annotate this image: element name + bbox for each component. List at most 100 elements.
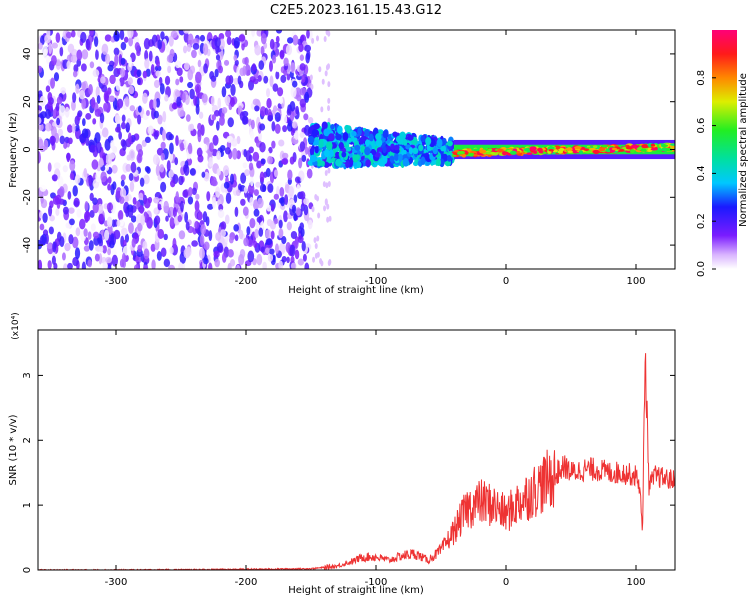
noise-speckle — [327, 81, 331, 88]
noise-speckle — [218, 32, 225, 41]
noise-speckle — [66, 152, 71, 163]
line-speckle — [496, 148, 504, 153]
noise-speckle — [255, 181, 261, 188]
noise-speckle — [118, 131, 122, 140]
noise-speckle — [129, 105, 136, 112]
noise-speckle — [202, 43, 209, 56]
noise-speckle — [151, 259, 156, 269]
noise-speckle — [271, 140, 276, 149]
noise-speckle — [268, 60, 273, 72]
noise-speckle — [163, 233, 168, 241]
line-speckle — [566, 147, 573, 152]
noise-speckle — [87, 259, 93, 268]
noise-speckle — [278, 228, 284, 239]
noise-speckle — [162, 110, 167, 123]
snr-frame — [37, 329, 676, 571]
noise-speckle — [234, 234, 239, 242]
noise-speckle — [59, 236, 65, 248]
noise-speckle — [195, 71, 202, 84]
noise-speckle — [120, 227, 128, 236]
noise-speckle — [169, 216, 174, 227]
noise-speckle — [236, 135, 241, 145]
line-speckle — [524, 148, 530, 152]
noise-speckle — [238, 254, 245, 266]
noise-speckle — [64, 106, 70, 118]
noise-speckle — [105, 53, 111, 65]
noise-speckle — [291, 121, 298, 129]
noise-speckle — [178, 175, 184, 186]
noise-speckle — [251, 63, 257, 72]
noise-speckle — [107, 64, 114, 72]
noise-speckle — [83, 245, 90, 252]
signal-speckle — [335, 133, 342, 141]
snr-xtick-label: -200 — [235, 577, 258, 588]
noise-speckle — [316, 235, 320, 242]
noise-speckle — [256, 253, 263, 266]
noise-speckle — [39, 95, 46, 107]
noise-speckle — [111, 248, 117, 257]
noise-speckle — [178, 230, 186, 240]
noise-speckle — [95, 86, 100, 98]
signal-speckle — [330, 124, 335, 130]
noise-speckle — [45, 122, 52, 132]
noise-speckle — [324, 70, 328, 77]
noise-speckle — [252, 78, 259, 85]
noise-speckle — [105, 153, 113, 165]
noise-speckle — [112, 181, 117, 191]
noise-speckle — [88, 240, 94, 251]
noise-speckle — [83, 228, 88, 237]
noise-speckle — [251, 30, 256, 37]
noise-speckle — [139, 177, 145, 187]
noise-speckle — [154, 215, 161, 225]
line-speckle — [533, 150, 538, 154]
noise-speckle — [217, 97, 222, 110]
noise-speckle — [92, 231, 100, 239]
noise-speckle — [131, 237, 136, 248]
noise-speckle — [179, 110, 186, 117]
noise-speckle — [48, 42, 53, 55]
line-speckle — [467, 148, 472, 152]
noise-speckle — [205, 216, 210, 227]
noise-speckle — [85, 38, 91, 50]
noise-speckle — [279, 49, 285, 60]
noise-speckle — [83, 211, 91, 222]
noise-speckle — [136, 50, 141, 57]
noise-speckle — [51, 174, 58, 182]
noise-speckle — [321, 78, 325, 85]
noise-speckle — [213, 109, 220, 117]
noise-speckle — [236, 264, 241, 269]
noise-speckle — [176, 67, 183, 76]
noise-speckle — [260, 246, 265, 253]
noise-speckle — [297, 258, 305, 266]
noise-speckle — [136, 69, 142, 77]
noise-speckle — [224, 95, 231, 105]
noise-speckle — [256, 216, 263, 223]
noise-speckle — [312, 256, 316, 263]
noise-speckle — [249, 196, 254, 206]
noise-speckle — [324, 198, 328, 205]
noise-speckle — [264, 107, 269, 116]
noise-speckle — [115, 126, 121, 133]
noise-speckle — [73, 197, 80, 208]
spectrogram-xlabel: Height of straight line (km) — [288, 285, 424, 296]
noise-speckle — [203, 63, 208, 74]
noise-speckle — [250, 176, 254, 187]
noise-speckle — [210, 75, 217, 82]
noise-speckle — [153, 79, 160, 89]
noise-speckle — [65, 31, 72, 39]
noise-speckle — [159, 83, 165, 95]
noise-speckle — [221, 86, 227, 98]
noise-speckle — [105, 256, 112, 264]
noise-speckle — [38, 42, 43, 50]
noise-speckle — [197, 130, 202, 143]
spectrogram-xtick-label: -100 — [365, 276, 388, 287]
noise-speckle — [263, 75, 269, 84]
noise-speckle — [106, 216, 113, 228]
signal-speckle — [313, 123, 320, 130]
noise-speckle — [181, 92, 186, 103]
noise-speckle — [68, 137, 73, 145]
noise-speckle — [315, 35, 319, 42]
noise-speckle — [67, 43, 75, 54]
signal-speckle — [375, 138, 383, 147]
